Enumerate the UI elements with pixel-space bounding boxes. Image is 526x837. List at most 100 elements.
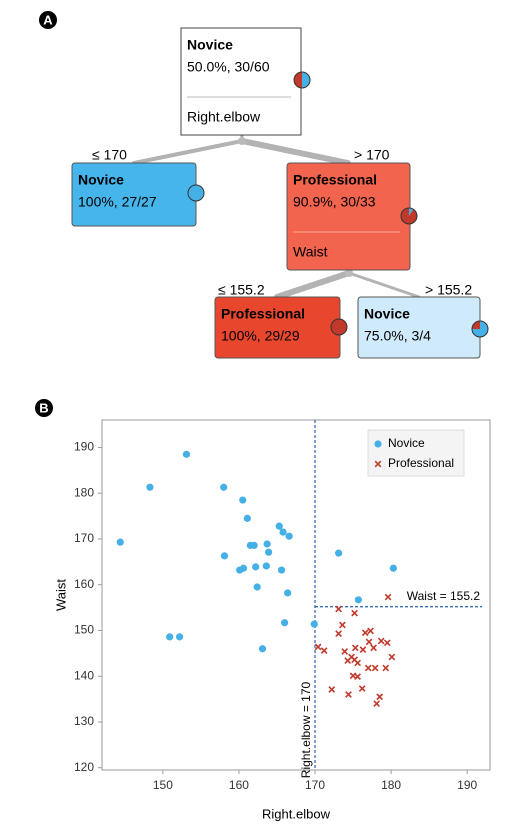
tree-edge: [347, 271, 421, 299]
point: [284, 589, 292, 597]
edge-label: > 170: [354, 147, 390, 163]
pie-slice: [409, 208, 414, 216]
point: [382, 664, 390, 672]
point: [364, 664, 372, 672]
pie-slice: [472, 321, 480, 329]
x-tick-label: 190: [457, 778, 477, 792]
panel-label: B: [39, 400, 48, 415]
point: [349, 672, 357, 680]
point: [220, 552, 229, 560]
node-split: Right.elbow: [187, 109, 261, 125]
x-axis-label: Right.elbow: [262, 806, 331, 821]
pie-slice: [401, 208, 418, 224]
x-tick-label: 150: [153, 778, 173, 792]
point: [176, 633, 184, 641]
point: [250, 541, 258, 549]
point: [182, 450, 191, 458]
edge-label: ≤ 155.2: [218, 282, 265, 298]
point: [339, 621, 346, 629]
legend-marker: [374, 440, 382, 448]
node-class: Professional: [293, 172, 377, 188]
node-stats: 75.0%, 3/4: [364, 328, 431, 344]
y-tick-label: 170: [74, 531, 94, 545]
point: [116, 538, 124, 546]
node-class: Novice: [364, 306, 410, 322]
pie-outline: [293, 71, 311, 89]
point: [354, 659, 361, 667]
node-stats: 100%, 27/27: [78, 194, 157, 210]
point: [377, 637, 385, 645]
panel-badge: [39, 11, 57, 29]
node-stats: 100%, 29/29: [221, 328, 300, 344]
point: [328, 686, 336, 693]
legend-label: Novice: [388, 436, 425, 450]
point: [220, 483, 228, 491]
pie-slice: [294, 72, 302, 88]
pie-slice: [187, 184, 205, 202]
node-pie: [330, 318, 348, 336]
y-tick-label: 190: [74, 440, 94, 454]
legend-marker: [374, 460, 382, 468]
point: [351, 609, 358, 617]
point: [365, 638, 373, 646]
edge-label: > 155.2: [425, 282, 472, 298]
point: [341, 648, 349, 655]
legend-label: Professional: [388, 456, 454, 470]
pie-slice: [330, 318, 348, 336]
point: [277, 566, 286, 574]
point: [345, 691, 352, 698]
panel-badge: [35, 399, 53, 417]
point: [243, 514, 251, 522]
point: [370, 644, 377, 652]
point: [335, 605, 342, 613]
point: [253, 583, 261, 591]
edge-label: ≤ 170: [92, 147, 127, 163]
point: [320, 647, 328, 654]
x-tick-label: 180: [381, 778, 401, 792]
point: [384, 593, 392, 601]
point: [388, 653, 396, 661]
point: [263, 540, 271, 548]
point: [354, 596, 362, 604]
annotation: Waist = 155.2: [407, 589, 481, 603]
point: [335, 630, 342, 638]
tree-edge: [274, 270, 352, 300]
node-split: Waist: [293, 244, 328, 260]
y-tick-label: 140: [74, 668, 94, 682]
node-class: Professional: [221, 306, 305, 322]
point: [371, 664, 379, 672]
point: [252, 563, 260, 571]
y-axis-label: Waist: [53, 579, 68, 611]
split-dot: [238, 137, 246, 145]
split-dot: [345, 269, 353, 277]
node-class: Novice: [78, 172, 124, 188]
point: [285, 532, 293, 540]
point: [314, 643, 322, 651]
y-tick-label: 150: [74, 623, 94, 637]
y-tick-label: 120: [74, 760, 94, 774]
y-tick-label: 130: [74, 714, 94, 728]
point: [280, 619, 289, 627]
point: [310, 620, 318, 628]
point: [275, 522, 283, 530]
pie-slice: [302, 72, 310, 88]
node-class: Novice: [187, 37, 233, 53]
annotation: Right.elbow = 170: [299, 681, 313, 778]
pie-outline: [400, 207, 418, 225]
point: [279, 528, 287, 536]
panel-label: A: [43, 12, 53, 27]
node-stats: 50.0%, 30/60: [187, 59, 270, 75]
point: [239, 496, 247, 504]
legend-box: [367, 429, 465, 477]
point: [335, 549, 343, 557]
tree-edge: [239, 138, 351, 166]
tree-edge: [132, 139, 244, 165]
point: [358, 685, 366, 692]
node-pie: [293, 71, 311, 89]
x-tick-label: 160: [229, 778, 249, 792]
y-tick-label: 160: [74, 577, 94, 591]
pie-outline: [471, 320, 489, 338]
point: [258, 645, 267, 653]
x-tick-label: 170: [305, 778, 325, 792]
